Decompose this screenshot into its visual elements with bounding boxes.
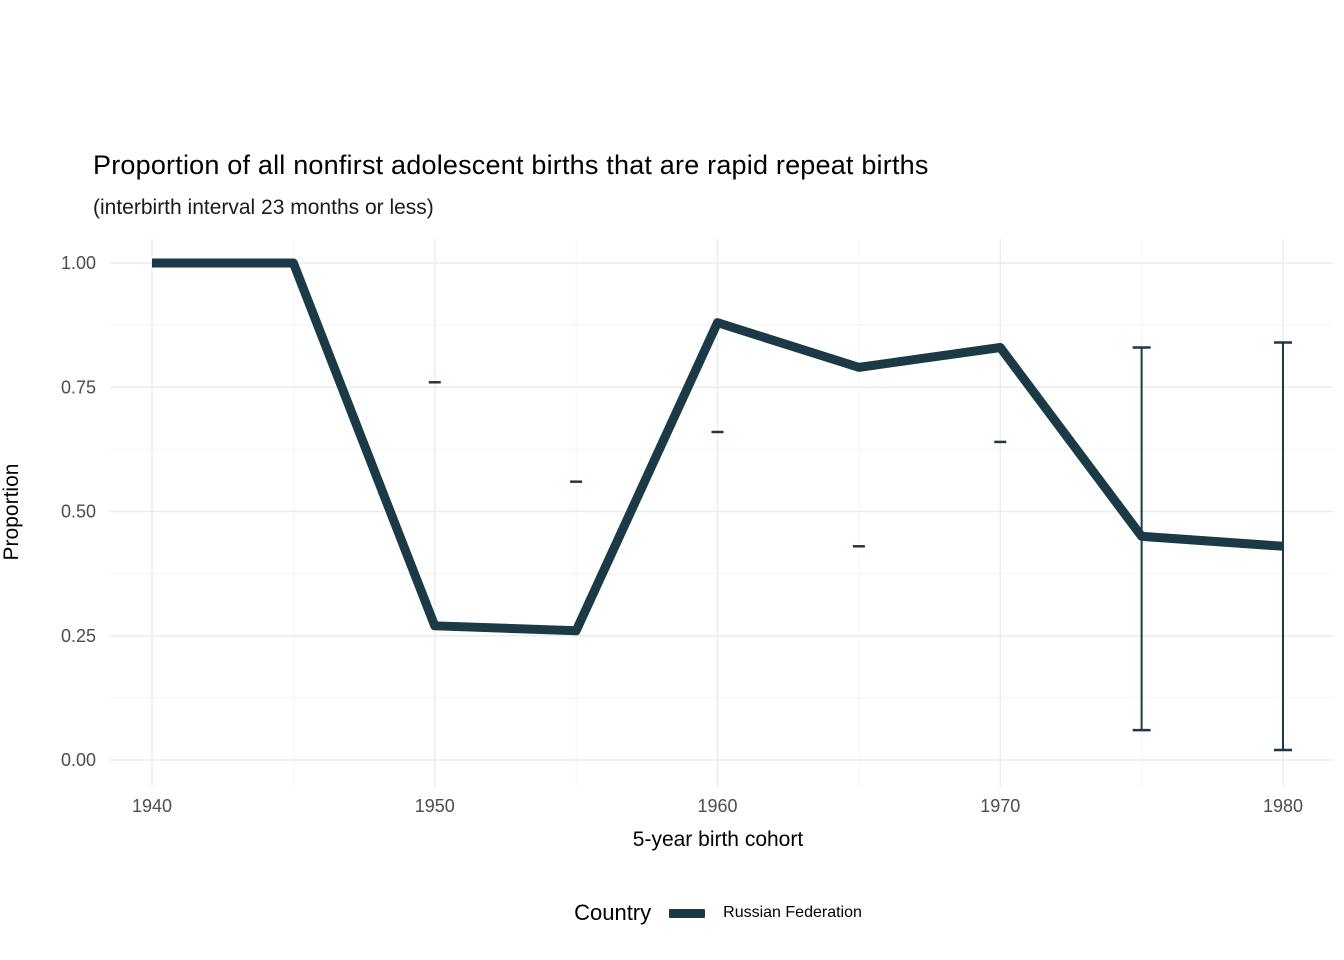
chart-title: Proportion of all nonfirst adolescent bi… [93,150,929,180]
series-line-russian-federation [152,258,1284,636]
x-tick-label: 1940 [132,796,172,816]
x-tick-label: 1980 [1263,796,1303,816]
x-tick-label: 1950 [415,796,455,816]
y-tick-label: 0.50 [61,502,96,522]
y-axis-label: Proportion [0,463,23,561]
x-axis-label: 5-year birth cohort [632,828,804,851]
chart-subtitle: (interbirth interval 23 months or less) [93,196,434,219]
y-tick-label: 0.25 [61,626,96,646]
x-tick-label: 1960 [697,796,737,816]
legend-item-label: Russian Federation [723,904,862,921]
y-tick-label: 0.75 [61,377,96,397]
legend-title: Country [574,900,652,925]
legend: Country Russian Federation [0,900,1344,926]
x-tick-label: 1970 [980,796,1020,816]
y-tick-label: 1.00 [61,253,96,273]
y-tick-label: 0.00 [61,750,96,770]
legend-swatch-line-icon [669,908,706,918]
